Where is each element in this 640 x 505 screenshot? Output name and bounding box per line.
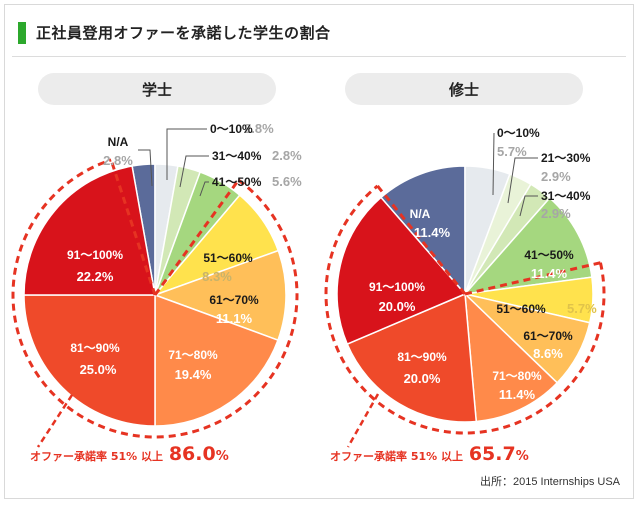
slice-label: 81～90% bbox=[397, 350, 447, 364]
leader-line bbox=[166, 128, 207, 180]
slice-value: 2.8% bbox=[272, 148, 302, 163]
title-divider bbox=[12, 56, 626, 57]
slice-value: 11.4% bbox=[499, 387, 536, 402]
chart-title-pill bbox=[345, 73, 583, 105]
slice-label: 91～100% bbox=[369, 280, 425, 294]
slice-label: 0～10% bbox=[210, 122, 253, 136]
slice-value: 20.0% bbox=[404, 371, 441, 386]
pie-slice bbox=[152, 249, 287, 342]
leader-line bbox=[507, 157, 538, 204]
slice-label: 31～40% bbox=[541, 189, 591, 203]
slice-label: 0～10% bbox=[497, 126, 540, 140]
pie-slice bbox=[463, 196, 593, 296]
pie-slice bbox=[23, 294, 156, 427]
slice-value: 11.4% bbox=[414, 225, 451, 240]
pie-chart-1: 11.4% 5.7% 2.9% 2.9% 11.4% 5.7% 8.6% 11.4% 20.0%… bbox=[324, 73, 606, 465]
slice-label: 61～70% bbox=[523, 329, 573, 343]
slice-value: 11.4% bbox=[531, 266, 568, 281]
slice-value: 11.1% bbox=[216, 311, 253, 326]
chart-frame bbox=[4, 4, 634, 499]
leader-line bbox=[519, 195, 538, 217]
chart-title: 修士 bbox=[448, 81, 479, 99]
pie-slice bbox=[346, 292, 478, 423]
slice-value: 2.8% bbox=[244, 121, 274, 136]
highlight-leader bbox=[346, 393, 380, 448]
pie-slice bbox=[336, 196, 467, 346]
slice-value: 8.6% bbox=[533, 346, 563, 361]
slice-value: 20.0% bbox=[379, 299, 416, 314]
page-title: 正社員登用オファーを承諾した学生の割合 bbox=[36, 24, 331, 42]
slice-value: 25.0% bbox=[80, 362, 117, 377]
slice-label: 81～90% bbox=[70, 341, 120, 355]
pie-slice bbox=[464, 292, 559, 423]
slice-label: 71～80% bbox=[168, 348, 218, 362]
slice-label: N/A bbox=[410, 207, 431, 221]
slice-value: 2.9% bbox=[541, 206, 571, 221]
slice-label: 21～30% bbox=[541, 151, 591, 165]
source-note: 出所：2015 Internships USA bbox=[479, 476, 620, 488]
leader-line bbox=[492, 132, 495, 196]
pie-slice bbox=[154, 293, 279, 427]
slice-value: 2.9% bbox=[541, 169, 571, 184]
slice-value: 5.6% bbox=[272, 174, 302, 189]
slice-label: 41～50% bbox=[212, 175, 262, 189]
slice-label: N/A bbox=[108, 135, 129, 149]
slice-value: 5.7% bbox=[567, 301, 597, 316]
threshold-annotation: オファー承諾率 51% 以上 86.0% bbox=[30, 443, 229, 465]
slice-value: 19.4% bbox=[175, 367, 212, 382]
leader-line bbox=[199, 181, 209, 197]
highlight-arc bbox=[11, 158, 299, 439]
slice-value: 5.7% bbox=[497, 144, 527, 159]
slice-label: 31～40% bbox=[212, 149, 262, 163]
slice-label: 51～60% bbox=[496, 302, 546, 316]
leader-line bbox=[179, 155, 209, 188]
slice-label: 51～60% bbox=[203, 251, 253, 265]
slice-label: 61～70% bbox=[209, 293, 259, 307]
slice-value: 8.3% bbox=[202, 269, 232, 284]
slice-label: 71～80% bbox=[492, 369, 542, 383]
slice-value: 22.2% bbox=[77, 269, 114, 284]
chart-title: 学士 bbox=[142, 81, 172, 99]
chart-title-pill bbox=[38, 73, 276, 105]
pie-chart-0: 2.8% 2.8% 2.8% 5.6% 8.3% 11.1% 19.4% 25.0% 22.2%… bbox=[11, 73, 302, 465]
leader-line bbox=[138, 149, 153, 187]
title-accent-bar bbox=[18, 22, 26, 44]
highlight-leader bbox=[36, 394, 74, 448]
threshold-annotation: オファー承諾率 51% 以上 65.7% bbox=[330, 443, 529, 465]
slice-label: 91～100% bbox=[67, 248, 123, 262]
pie-slice bbox=[379, 165, 466, 297]
slice-value: 2.8% bbox=[103, 153, 133, 168]
slice-label: 41～50% bbox=[524, 248, 574, 262]
